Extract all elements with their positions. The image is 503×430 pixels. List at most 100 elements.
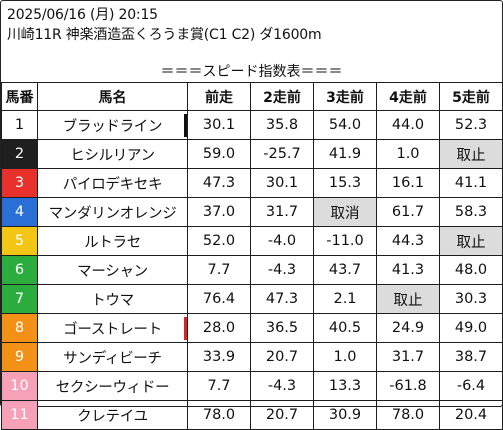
speed-index-race-1-cell: 37.0 [187,197,251,227]
speed-index-race-3-cell: 40.5 [313,313,377,343]
speed-index-race-5-cell: 41.1 [439,168,503,198]
speed-index-race-4-cell: 44.3 [376,226,440,256]
speed-index-race-4-cell: 24.9 [376,313,440,343]
race-title: 川崎11R 神楽酒造盃くろうま賞(C1 C2) ダ1600m [7,27,322,43]
speed-index-race-2-cell: -4.0 [250,226,314,256]
horse-name-cell: ブラッドライン [37,110,188,140]
red-marker-bar [184,317,187,340]
horse-name: マンダリンオレンジ [48,205,177,222]
speed-index-race-1-cell: 76.4 [187,284,251,314]
speed-index-race-4-cell: 取止 [376,284,440,314]
column-header-number: 馬番 [1,82,38,111]
column-header-race-3: 3走前 [313,82,377,111]
speed-index-race-2-cell: 20.7 [250,400,314,430]
speed-index-race-4-cell: 1.0 [376,139,440,169]
horse-name: ゴーストレート [63,321,162,338]
speed-index-race-2-cell: -4.3 [250,371,314,401]
speed-index-race-3-cell: 2.1 [313,284,377,314]
speed-index-race-2-cell: -25.7 [250,139,314,169]
horse-name: セクシーウィドー [55,379,170,396]
header: 2025/06/16 (月) 20:15 川崎11R 神楽酒造盃くろうま賞(C1… [7,5,497,45]
table-row: 3 パイロデキセキ 47.3 30.1 15.3 16.1 41.1 [1,168,503,198]
table-row: 1 ブラッドライン 30.1 35.8 54.0 44.0 52.3 [1,110,503,140]
speed-index-race-4-cell: 16.1 [376,168,440,198]
speed-index-race-1-cell: 30.1 [187,110,251,140]
horse-name-cell: マンダリンオレンジ [37,197,188,227]
column-header-name: 馬名 [37,82,188,111]
speed-index-race-4-cell: 44.0 [376,110,440,140]
horse-name-cell: ルトラセ [37,226,188,256]
horse-name-cell: クレテイユ [37,400,188,430]
table-title: ＝＝＝スピード指数表＝＝＝ [160,64,343,80]
speed-index-race-1-cell: 59.0 [187,139,251,169]
speed-index-race-1-cell: 47.3 [187,168,251,198]
horse-number-cell: 2 [1,139,38,169]
speed-index-race-2-cell: 36.5 [250,313,314,343]
table-row: 2 ヒシルリアン 59.0 -25.7 41.9 1.0 取止 [1,139,503,169]
horse-name: ルトラセ [84,234,141,251]
table-row: 5 ルトラセ 52.0 -4.0 -11.0 44.3 取止 [1,226,503,256]
speed-index-race-4-cell: 31.7 [376,342,440,372]
speed-index-race-2-cell: 35.8 [250,110,314,140]
horse-name-cell: ゴーストレート [37,313,188,343]
speed-index-race-4-cell: 78.0 [376,400,440,430]
column-header-race-4: 4走前 [376,82,440,111]
speed-index-race-3-cell: 1.0 [313,342,377,372]
speed-index-race-1-cell: 7.7 [187,371,251,401]
horse-name-cell: トウマ [37,284,188,314]
horse-number-cell: 9 [1,342,38,372]
column-header-race-2: 2走前 [250,82,314,111]
table-row: 10 セクシーウィドー 7.7 -4.3 13.3 -61.8 -6.4 [1,371,503,401]
horse-name-cell: ヒシルリアン [37,139,188,169]
table-row: 4 マンダリンオレンジ 37.0 31.7 取消 61.7 58.3 [1,197,503,227]
horse-number-cell: 3 [1,168,38,198]
table-body: 1 ブラッドライン 30.1 35.8 54.0 44.0 52.3 2 ヒシルリアン 59.0-… [1,110,503,430]
black-marker-bar [184,114,187,137]
horse-name: ヒシルリアン [70,147,155,164]
speed-index-race-5-cell: 取止 [439,139,503,169]
speed-index-race-5-cell: 49.0 [439,313,503,343]
speed-index-race-3-cell: 43.7 [313,255,377,285]
table-row: 11 クレテイユ 78.0 20.7 30.9 78.0 20.4 [1,400,503,430]
horse-name: パイロデキセキ [62,176,163,193]
speed-index-race-3-cell: 30.9 [313,400,377,430]
table-row: 6 マーシャン 7.7 -4.3 43.7 41.3 48.0 [1,255,503,285]
speed-index-race-5-cell: 38.7 [439,342,503,372]
speed-index-race-1-cell: 7.7 [187,255,251,285]
speed-index-race-1-cell: 52.0 [187,226,251,256]
speed-index-race-4-cell: 41.3 [376,255,440,285]
horse-name: トウマ [91,292,134,309]
speed-index-race-5-cell: 58.3 [439,197,503,227]
speed-index-race-2-cell: 47.3 [250,284,314,314]
speed-index-race-2-cell: 20.7 [250,342,314,372]
table-row: 9 サンディビーチ 33.9 20.7 1.0 31.7 38.7 [1,342,503,372]
speed-index-race-5-cell: 30.3 [439,284,503,314]
speed-index-race-3-cell: 13.3 [313,371,377,401]
speed-index-race-3-cell: 41.9 [313,139,377,169]
speed-index-race-5-cell: 52.3 [439,110,503,140]
speed-index-race-1-cell: 33.9 [187,342,251,372]
horse-number-cell: 6 [1,255,38,285]
speed-index-race-3-cell: 54.0 [313,110,377,140]
horse-name: クレテイユ [77,408,148,425]
speed-index-race-5-cell: 取止 [439,226,503,256]
speed-index-race-3-cell: 15.3 [313,168,377,198]
horse-name: ブラッドライン [62,118,163,135]
speed-index-race-3-cell: 取消 [313,197,377,227]
speed-index-race-2-cell: -4.3 [250,255,314,285]
speed-index-race-5-cell: -6.4 [439,371,503,401]
speed-index-race-5-cell: 20.4 [439,400,503,430]
speed-index-race-1-cell: 78.0 [187,400,251,430]
speed-index-race-4-cell: 61.7 [376,197,440,227]
table-row: 8 ゴーストレート 28.0 36.5 40.5 24.9 49.0 [1,313,503,343]
horse-number-cell: 8 [1,313,38,343]
column-header-race-5: 5走前 [439,82,503,111]
horse-number-cell: 4 [1,197,38,227]
horse-number-cell: 10 [1,371,38,401]
horse-name-cell: サンディビーチ [37,342,188,372]
speed-index-race-3-cell: -11.0 [313,226,377,256]
horse-number-cell: 5 [1,226,38,256]
speed-index-race-5-cell: 48.0 [439,255,503,285]
horse-number-cell: 11 [1,400,38,430]
